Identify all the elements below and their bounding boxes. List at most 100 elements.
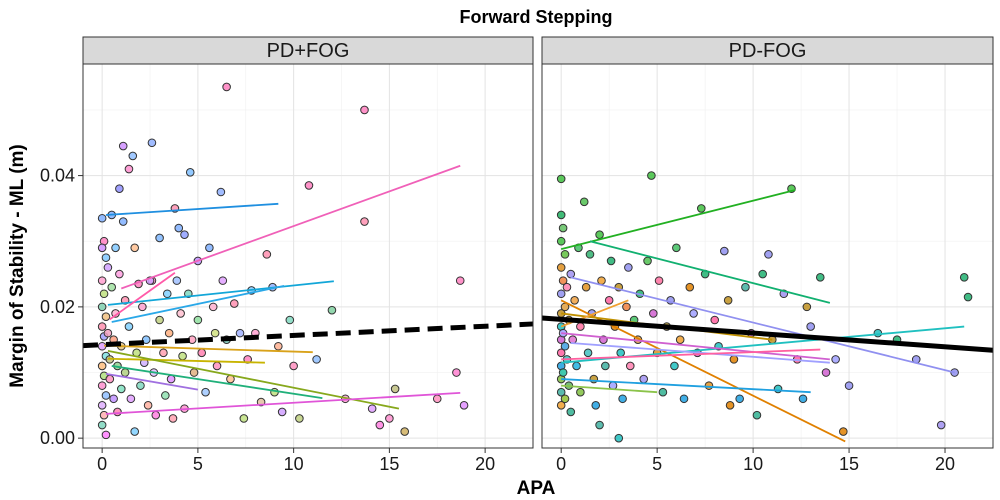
data-point <box>591 401 601 410</box>
data-point <box>556 263 566 272</box>
data-point <box>295 414 304 423</box>
data-point <box>556 387 566 397</box>
data-point <box>649 309 658 318</box>
data-point <box>97 243 107 253</box>
subject-fit-line <box>570 276 955 374</box>
data-point <box>367 404 377 413</box>
subject-fit-line <box>107 357 265 364</box>
facet-panels: PD+FOG 0 5 10 15 20 0.00 0.02 0.04 PD-FOG 0 5 10 15 20 <box>40 36 994 474</box>
chart-title: Forward Stepping <box>460 7 613 27</box>
subject-fit-line <box>107 280 334 306</box>
data-point <box>562 282 572 292</box>
data-point <box>105 374 115 384</box>
x-tick-label: 0 <box>97 454 107 474</box>
x-tick-label: 15 <box>379 454 399 474</box>
data-point <box>556 289 566 299</box>
x-tick-label: 0 <box>556 454 566 474</box>
data-point <box>560 394 570 404</box>
data-point <box>689 309 698 318</box>
data-point <box>625 361 635 371</box>
data-point <box>831 355 840 364</box>
data-point <box>723 296 733 305</box>
data-point <box>136 381 145 390</box>
data-point <box>178 351 187 361</box>
data-point <box>595 420 604 430</box>
y-tick-label: 0.04 <box>40 166 75 186</box>
data-point <box>581 282 591 292</box>
data-point <box>243 355 252 364</box>
data-point <box>658 387 668 397</box>
subject-fit-line <box>111 365 323 400</box>
data-point <box>304 181 314 190</box>
data-point <box>556 401 566 410</box>
data-point <box>216 187 226 197</box>
data-point <box>844 381 854 390</box>
data-point <box>675 335 685 344</box>
data-point <box>556 210 566 220</box>
data-point <box>168 414 178 423</box>
data-point <box>99 289 109 299</box>
data-point <box>147 138 157 148</box>
data-point <box>798 394 808 404</box>
data-point <box>218 276 228 285</box>
data-point <box>576 322 585 331</box>
data-point <box>558 368 568 377</box>
data-point <box>193 315 203 325</box>
data-point <box>185 168 195 177</box>
data-point <box>101 312 111 322</box>
data-point <box>103 263 113 272</box>
data-point <box>622 302 631 312</box>
data-point <box>210 328 220 338</box>
data-point <box>289 361 298 371</box>
data-point <box>558 276 568 285</box>
data-point <box>176 309 185 318</box>
data-point <box>696 204 706 213</box>
data-point <box>432 394 442 404</box>
data-point <box>161 391 170 400</box>
data-point <box>115 184 124 194</box>
data-point <box>124 164 134 174</box>
subject-fit-line <box>111 284 285 323</box>
data-point <box>815 273 825 282</box>
data-point <box>120 368 130 377</box>
data-point <box>773 384 783 394</box>
data-point <box>239 414 249 423</box>
data-point <box>312 355 321 364</box>
data-point <box>180 230 189 239</box>
data-point <box>126 394 136 404</box>
data-point <box>839 427 848 436</box>
data-point <box>452 368 461 377</box>
data-point <box>162 289 172 299</box>
data-point <box>229 299 239 308</box>
data-point <box>99 410 109 420</box>
data-point <box>821 368 831 377</box>
data-point <box>643 256 652 266</box>
y-tick-label: 0.02 <box>40 297 75 317</box>
data-point <box>285 315 295 325</box>
facet-strip-label: PD-FOG <box>729 40 807 62</box>
facet-panel-2: PD-FOG 0 5 10 15 20 <box>541 36 994 474</box>
data-point <box>189 368 199 377</box>
data-point <box>558 223 568 233</box>
data-point <box>111 243 120 253</box>
data-point <box>585 250 595 259</box>
data-point <box>595 230 604 239</box>
data-point <box>143 401 153 410</box>
data-point <box>201 387 210 397</box>
data-point <box>124 322 134 331</box>
subject-fit-line <box>109 272 176 321</box>
data-point <box>614 433 624 443</box>
data-point <box>400 427 410 436</box>
facet-panel-1: PD+FOG 0 5 10 15 20 0.00 0.02 0.04 <box>40 36 534 474</box>
panel-border <box>541 63 994 449</box>
data-point <box>115 269 124 279</box>
data-point <box>107 282 117 292</box>
data-point <box>672 243 681 253</box>
data-point <box>685 282 695 292</box>
data-point <box>710 315 720 325</box>
x-tick-label: 5 <box>193 454 203 474</box>
data-point <box>806 322 815 331</box>
data-point <box>208 302 218 312</box>
data-point <box>277 407 287 417</box>
